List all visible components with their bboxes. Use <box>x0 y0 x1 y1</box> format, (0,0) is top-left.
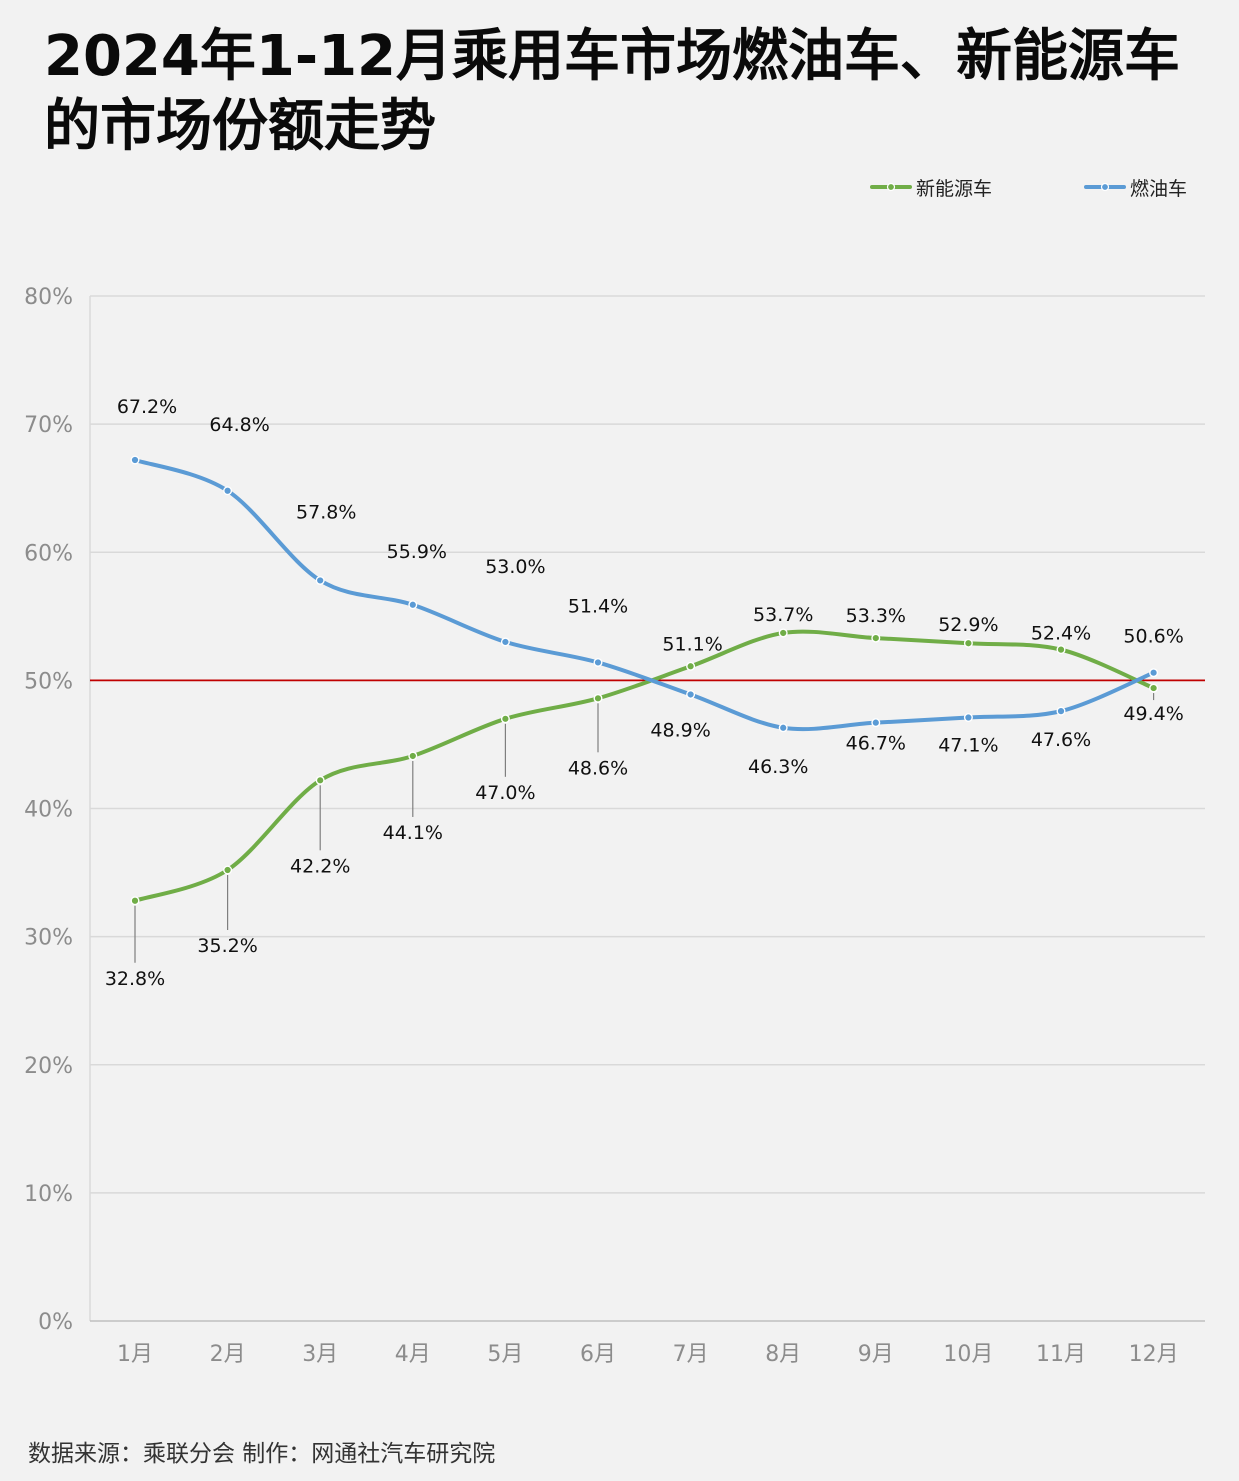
data-label-nev: 52.9% <box>938 614 998 636</box>
y-tick-label: 60% <box>24 541 73 566</box>
data-point-nev <box>1149 683 1159 693</box>
data-point-nev <box>778 628 788 638</box>
x-tick-label: 2月 <box>210 1342 246 1367</box>
data-label-ice: 46.7% <box>846 733 906 755</box>
data-label-nev: 52.4% <box>1031 623 1091 645</box>
data-point-ice <box>223 486 233 496</box>
y-tick-label: 40% <box>24 798 73 823</box>
legend-swatch-nev <box>870 182 912 192</box>
x-tick-label: 8月 <box>765 1342 801 1367</box>
data-point-nev <box>686 661 696 671</box>
data-label-nev: 47.0% <box>475 782 535 804</box>
data-point-ice <box>500 637 510 647</box>
y-tick-label: 50% <box>24 669 73 694</box>
data-label-ice: 51.4% <box>568 595 628 617</box>
chart-legend: 新能源车 燃油车 <box>870 172 1210 202</box>
data-point-nev <box>871 633 881 643</box>
data-label-nev: 48.6% <box>568 757 628 779</box>
data-label-ice: 46.3% <box>748 756 808 778</box>
x-tick-label: 12月 <box>1129 1342 1179 1367</box>
y-tick-label: 20% <box>24 1054 73 1079</box>
y-tick-label: 0% <box>38 1310 73 1335</box>
data-point-ice <box>1149 668 1159 678</box>
data-point-nev <box>500 714 510 724</box>
data-label-nev: 53.3% <box>846 605 906 627</box>
y-tick-label: 70% <box>24 413 73 438</box>
data-label-nev: 51.1% <box>662 633 722 655</box>
data-label-ice: 64.8% <box>209 414 269 436</box>
data-label-ice: 48.9% <box>650 719 710 741</box>
source-note: 数据来源：乘联分会 制作：网通社汽车研究院 <box>28 1441 496 1467</box>
legend-swatch-ice <box>1084 182 1126 192</box>
data-point-ice <box>408 600 418 610</box>
data-point-ice <box>130 455 140 465</box>
series-ice: 67.2% 64.8% 57.8% 55.9% 53.0% 51.4% 48.9% 46.3%… <box>117 396 1184 778</box>
data-point-nev <box>408 751 418 761</box>
legend-item-nev: 新能源车 <box>870 172 992 202</box>
data-point-nev <box>223 865 233 875</box>
data-label-ice: 57.8% <box>296 501 356 523</box>
data-label-ice: 53.0% <box>485 556 545 578</box>
data-label-nev: 42.2% <box>290 855 350 877</box>
x-tick-label: 5月 <box>487 1342 523 1367</box>
data-point-ice <box>1056 706 1066 716</box>
y-tick-label: 30% <box>24 926 73 951</box>
y-tick-label: 10% <box>24 1182 73 1207</box>
data-label-nev: 32.8% <box>105 968 165 990</box>
series-line-ice <box>133 458 1156 732</box>
x-tick-label: 6月 <box>580 1342 616 1367</box>
legend-item-ice: 燃油车 <box>1084 172 1187 202</box>
data-point-ice <box>963 713 973 723</box>
chart-title: 2024年1-12月乘用车市场燃油车、新能源车的市场份额走势 <box>44 24 1180 159</box>
data-label-ice: 47.1% <box>938 735 998 757</box>
data-label-ice: 67.2% <box>117 396 177 418</box>
data-point-ice <box>686 689 696 699</box>
data-point-nev <box>593 693 603 703</box>
x-tick-label: 10月 <box>943 1342 993 1367</box>
data-label-nev: 35.2% <box>197 935 257 957</box>
legend-label-ice: 燃油车 <box>1130 177 1188 200</box>
data-point-nev <box>315 775 325 785</box>
data-point-nev <box>1056 645 1066 655</box>
data-label-nev: 53.7% <box>753 604 813 626</box>
data-point-ice <box>871 718 881 728</box>
data-label-nev: 44.1% <box>383 822 443 844</box>
x-tick-label: 9月 <box>858 1342 894 1367</box>
data-label-ice: 50.6% <box>1123 626 1183 648</box>
x-tick-label: 3月 <box>302 1342 338 1367</box>
legend-label-nev: 新能源车 <box>916 177 993 200</box>
series-nev: 32.8% 35.2% 42.2% 44.1% 47.0% 48.6% 51.1% 53.7%… <box>105 604 1184 990</box>
data-point-ice <box>315 575 325 585</box>
data-point-ice <box>778 723 788 733</box>
data-label-nev: 49.4% <box>1123 703 1183 725</box>
data-point-nev <box>963 638 973 648</box>
series-line-nev <box>133 629 1156 903</box>
data-label-ice: 55.9% <box>387 541 447 563</box>
x-tick-label: 7月 <box>673 1342 709 1367</box>
data-label-ice: 47.6% <box>1031 729 1091 751</box>
data-point-ice <box>593 657 603 667</box>
x-tick-label: 1月 <box>117 1342 153 1367</box>
x-tick-label: 4月 <box>395 1342 431 1367</box>
data-point-nev <box>130 896 140 906</box>
x-tick-label: 11月 <box>1036 1342 1086 1367</box>
y-tick-label: 80% <box>24 285 73 310</box>
